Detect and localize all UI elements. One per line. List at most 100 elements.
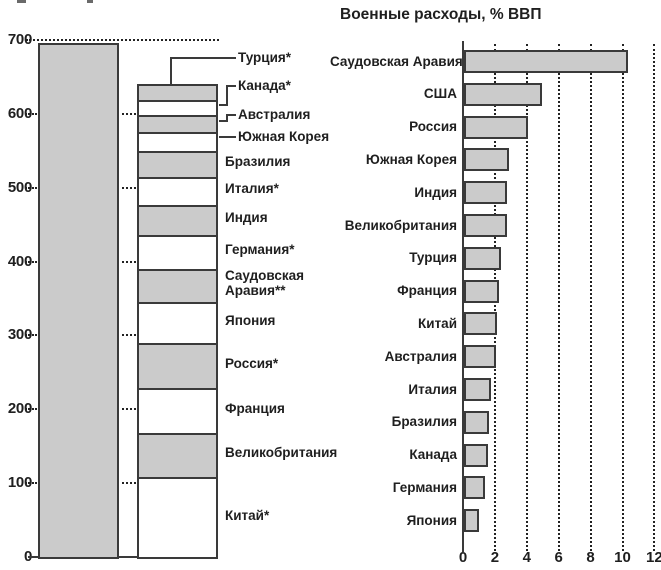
stack-segment: [139, 132, 216, 151]
bar: [464, 50, 629, 73]
bar: [464, 378, 492, 401]
stack-segment: [139, 388, 216, 434]
stack-segment: [139, 150, 216, 178]
segment-label: Южная Корея: [238, 129, 330, 144]
bar-label: Россия: [409, 119, 457, 135]
bar-label: Турция: [409, 250, 457, 266]
gridline: [589, 44, 592, 551]
x-axis-tick-label: 10: [614, 549, 631, 566]
bar: [464, 509, 480, 533]
y-tick-marks: [122, 334, 136, 337]
y-axis-tick-label: 700: [7, 31, 32, 48]
stack-segment: [139, 177, 216, 206]
bar-label: Бразилия: [391, 414, 457, 430]
y-axis-tick-label: 600: [7, 104, 32, 122]
stack-segment: [139, 100, 216, 116]
x-axis-tick-label: 0: [458, 549, 468, 566]
stack-segment: [139, 205, 216, 236]
segment-label: Индия: [225, 210, 268, 226]
bar-label: Австралия: [384, 348, 457, 364]
gdp-perc走ent-chart: Саудовская Аравия США Россия Южная Корея Инд…: [330, 0, 661, 570]
baseline: [28, 556, 218, 558]
cropped-text-fragment: [17, 0, 26, 3]
stack-segment: [139, 476, 216, 557]
stack-segment: [139, 85, 216, 101]
callout-line: [226, 114, 228, 122]
bar-label: Южная Корея: [365, 151, 457, 167]
bar: [464, 82, 543, 106]
gridline: [525, 44, 528, 551]
y-tick-marks: [122, 112, 136, 115]
x-axis-tick-label: 2: [490, 549, 500, 566]
bar: [464, 214, 508, 237]
bar-label: Япония: [406, 512, 457, 528]
bar: [464, 345, 496, 369]
segment-label: Китай*: [225, 508, 270, 523]
y-tick-marks: [25, 482, 37, 485]
callout-line: [170, 57, 236, 59]
y-tick-marks: [122, 482, 136, 485]
bar-label: Италия: [408, 381, 457, 397]
x-axis-tick-label: 4: [522, 549, 531, 566]
y-tick-marks: [122, 186, 136, 189]
bar-label: США: [423, 86, 457, 102]
bar-label: Индия: [414, 184, 457, 200]
y-axis-tick-label: 200: [7, 400, 32, 418]
usa-bar: [38, 42, 119, 559]
callout-line: [170, 57, 172, 85]
stacked-spending-chart: США 7006005004003002001000Турция*Канада*…: [7, 31, 338, 565]
y-tick-marks: [25, 260, 37, 263]
bar: [464, 476, 485, 500]
y-axis-tick-label: 500: [7, 178, 32, 196]
y-tick-marks: [25, 186, 37, 189]
gridline: [653, 44, 656, 551]
callout-line: [226, 114, 236, 116]
stack-segment: [139, 301, 216, 344]
cropped-text-fragment: [87, 0, 93, 3]
x-axis-tick-label: 8: [586, 549, 595, 566]
stack-segment: [139, 433, 216, 477]
y-tick-marks: [122, 260, 136, 263]
y-axis-tick-label: 400: [7, 252, 32, 270]
segment-label: Турция*: [238, 50, 292, 65]
segment-label: Япония: [225, 312, 276, 328]
y-axis-tick-label: 300: [7, 326, 32, 344]
segment-label: Бразилия: [225, 153, 291, 169]
stack-segment: [139, 115, 216, 133]
bar: [464, 148, 509, 172]
bar-label: Китай: [418, 315, 457, 331]
stacked-bar: [137, 83, 218, 559]
segment-label: Великобритания: [225, 445, 338, 461]
stack-segment: [139, 343, 216, 389]
y-tick-marks: [25, 112, 37, 115]
segment-label: Австралия: [238, 107, 311, 122]
segment-label: Германия*: [225, 242, 295, 258]
stack-segment: [139, 268, 216, 302]
callout-line: [226, 85, 228, 106]
reference-line-700: [26, 39, 219, 41]
bar-label: Канада: [409, 447, 457, 463]
bar: [464, 181, 508, 205]
stack-segment: [139, 235, 216, 269]
callout-line: [219, 120, 228, 122]
bar-label: Франция: [397, 283, 457, 299]
y-tick-marks: [25, 408, 37, 411]
callout-line: [226, 85, 236, 87]
y-tick-marks: [122, 408, 136, 411]
x-axis-line: [462, 41, 464, 552]
x-axis-tick-label: 12: [646, 549, 661, 566]
y-tick-marks: [25, 334, 37, 337]
segment-label: Италия*: [225, 181, 279, 197]
y-axis-tick-label: 100: [7, 474, 32, 492]
bar: [464, 410, 489, 434]
bar: [464, 312, 498, 336]
segment-label: Франция: [225, 400, 285, 416]
bar: [464, 443, 488, 467]
callout-line: [219, 136, 236, 138]
segment-label: Россия*: [225, 355, 279, 371]
chart-title: Военные расходы, % ВВП: [340, 6, 542, 23]
segment-label: Канада*: [238, 78, 291, 93]
x-axis-tick-label: 6: [554, 549, 563, 566]
bar: [464, 115, 528, 139]
